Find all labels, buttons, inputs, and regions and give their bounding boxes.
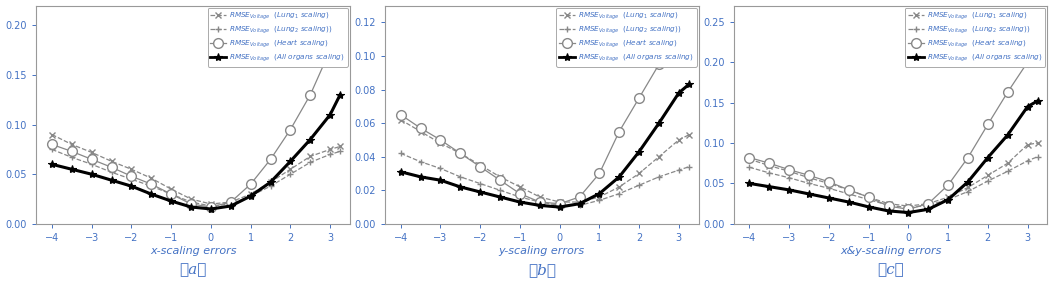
Text: （b）: （b） [528, 263, 556, 277]
Legend: $\mathit{RMSE}_{\mathit{Voltage}}$  $\mathit{(Lung_1\ scaling)}$, $\mathit{RMSE}: $\mathit{RMSE}_{\mathit{Voltage}}$ $\mat… [207, 8, 347, 67]
Legend: $\mathit{RMSE}_{\mathit{Voltage}}$  $\mathit{(Lung_1\ scaling)}$, $\mathit{RMSE}: $\mathit{RMSE}_{\mathit{Voltage}}$ $\mat… [556, 8, 696, 67]
X-axis label: y-scaling errors: y-scaling errors [499, 246, 584, 256]
X-axis label: x&y-scaling errors: x&y-scaling errors [840, 246, 941, 256]
X-axis label: x-scaling errors: x-scaling errors [150, 246, 236, 256]
Text: （a）: （a） [179, 263, 206, 277]
Legend: $\mathit{RMSE}_{\mathit{Voltage}}$  $\mathit{(Lung_1\ scaling)}$, $\mathit{RMSE}: $\mathit{RMSE}_{\mathit{Voltage}}$ $\mat… [905, 8, 1046, 67]
Text: （c）: （c） [877, 263, 903, 277]
